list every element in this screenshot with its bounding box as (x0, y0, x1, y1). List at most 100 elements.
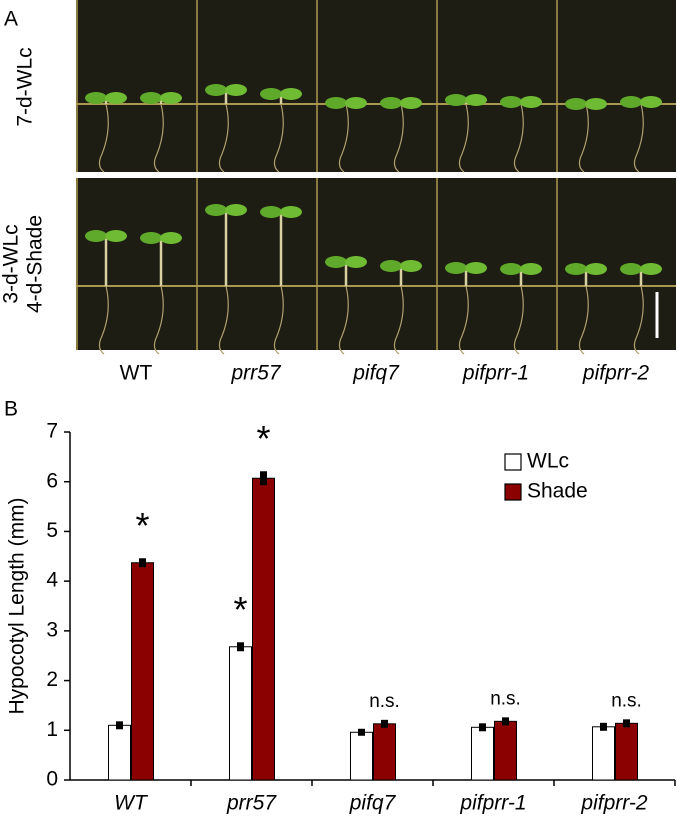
cotyledon (85, 230, 107, 242)
x-tick-label: WT (114, 792, 149, 815)
y-tick-label: 5 (46, 519, 58, 542)
root (393, 285, 404, 355)
root (458, 103, 469, 173)
root (273, 285, 284, 355)
x-tick-label: pifq7 (349, 792, 397, 815)
cotyledon (325, 97, 347, 109)
cotyledon (400, 97, 422, 109)
root (273, 103, 284, 173)
bar (131, 562, 154, 781)
bar (252, 477, 275, 781)
bar (108, 724, 131, 781)
cotyledon (160, 92, 182, 104)
y-tick-label: 0 (46, 768, 58, 791)
x-tick-label: prr57 (226, 792, 277, 815)
cotyledon (140, 232, 162, 244)
y-tick-label: 6 (46, 469, 58, 492)
bar (229, 646, 252, 781)
cotyledon (520, 263, 542, 275)
cotyledon (380, 97, 402, 109)
significance-label: n.s. (611, 690, 642, 711)
root (338, 103, 349, 173)
cotyledon (400, 260, 422, 272)
cotyledon (640, 263, 662, 275)
row-label: 7-d-WLc (14, 47, 37, 126)
root (98, 103, 109, 173)
y-tick-label: 2 (46, 668, 58, 691)
y-tick-label: 1 (46, 718, 58, 741)
root (218, 103, 229, 173)
root (153, 103, 164, 173)
bar (494, 720, 517, 781)
cotyledon (445, 94, 467, 106)
y-tick-label: 7 (46, 420, 58, 443)
cotyledon (345, 256, 367, 268)
cotyledon (280, 88, 302, 100)
root (98, 285, 109, 355)
panel-label: B (4, 398, 18, 421)
genotype-label: pifprr-2 (582, 362, 649, 385)
row-label: 4-d-Shade (24, 215, 47, 313)
cotyledon (345, 97, 367, 109)
legend-swatch (504, 483, 522, 501)
y-tick-label: 4 (46, 569, 58, 592)
legend-label: WLc (527, 450, 569, 473)
cotyledon (260, 206, 282, 218)
row-label: 3-d-WLc (0, 224, 23, 303)
root (578, 285, 589, 355)
significance-label: * (135, 505, 149, 546)
root (513, 285, 524, 355)
cotyledon (445, 262, 467, 274)
genotype-label: prr57 (230, 362, 281, 385)
cotyledon (85, 92, 107, 104)
genotype-label: pifprr-1 (462, 362, 529, 385)
cotyledon (565, 263, 587, 275)
legend-swatch (504, 453, 522, 471)
root (458, 285, 469, 355)
y-axis-label: Hypocotyl Length (mm) (6, 497, 29, 714)
cotyledon (280, 206, 302, 218)
bar (350, 731, 373, 781)
root (578, 103, 589, 173)
panel-label: A (4, 8, 18, 31)
cotyledon (640, 96, 662, 108)
cotyledon (465, 262, 487, 274)
root (513, 103, 524, 173)
cotyledon (225, 84, 247, 96)
cotyledon (465, 94, 487, 106)
photo-top (76, 0, 676, 172)
cotyledon (205, 204, 227, 216)
cotyledon (325, 256, 347, 268)
cotyledon (500, 263, 522, 275)
root (633, 285, 644, 355)
y-tick-label: 3 (46, 618, 58, 641)
root (338, 285, 349, 355)
cotyledon (105, 92, 127, 104)
root (633, 103, 644, 173)
cotyledon (565, 98, 587, 110)
x-tick-label: pifprr-2 (580, 792, 647, 815)
cotyledon (585, 98, 607, 110)
significance-label: * (233, 589, 247, 630)
bar (592, 726, 615, 781)
genotype-label: WT (120, 362, 153, 385)
root (218, 285, 229, 355)
cotyledon (500, 96, 522, 108)
cotyledon (585, 263, 607, 275)
genotype-label: pifq7 (352, 362, 400, 385)
bar (373, 723, 396, 781)
photo-panel (76, 0, 676, 350)
legend-label: Shade (527, 480, 588, 503)
root (393, 103, 404, 173)
cotyledon (260, 88, 282, 100)
cotyledon (620, 96, 642, 108)
cotyledon (105, 230, 127, 242)
cotyledon (205, 84, 227, 96)
cotyledon (140, 92, 162, 104)
cotyledon (620, 263, 642, 275)
cotyledon (225, 204, 247, 216)
cotyledon (520, 96, 542, 108)
root (153, 285, 164, 355)
significance-label: n.s. (490, 688, 521, 709)
